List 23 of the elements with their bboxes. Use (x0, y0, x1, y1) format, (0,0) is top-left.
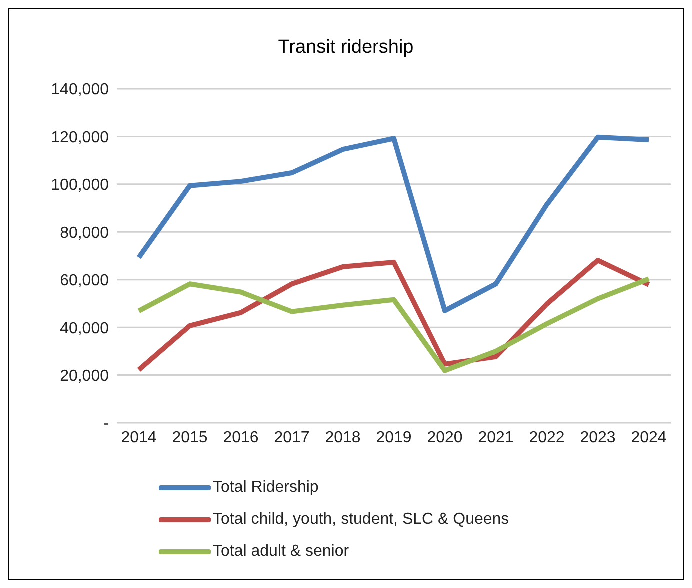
x-tick-label: 2015 (172, 429, 208, 446)
x-tick-label: 2022 (529, 429, 565, 446)
legend-label: Total adult & senior (213, 543, 350, 561)
x-tick-label: 2014 (121, 429, 157, 446)
y-tick-label: 100,000 (51, 177, 110, 194)
x-tick-label: 2019 (376, 429, 412, 446)
y-tick-label: 20,000 (60, 368, 110, 385)
y-tick-label: 60,000 (60, 272, 110, 290)
y-tick-label: 40,000 (60, 320, 110, 338)
x-tick-label: 2023 (580, 429, 616, 446)
x-tick-label: 2021 (478, 429, 514, 446)
chart-title: Transit ridership (277, 37, 415, 59)
y-tick-label: 140,000 (51, 82, 110, 99)
y-tick-label: 80,000 (60, 224, 110, 242)
y-tick-label: - (104, 416, 109, 433)
x-tick-label: 2017 (274, 429, 310, 446)
x-tick-label: 2018 (325, 429, 361, 446)
legend-label: Total child, youth, student, SLC & Queens (213, 511, 510, 529)
legend-label: Total Ridership (213, 479, 319, 497)
x-tick-label: 2016 (223, 429, 259, 446)
x-tick-label: 2024 (631, 429, 667, 446)
y-tick-label: 120,000 (51, 129, 110, 146)
x-tick-label: 2020 (427, 429, 463, 446)
